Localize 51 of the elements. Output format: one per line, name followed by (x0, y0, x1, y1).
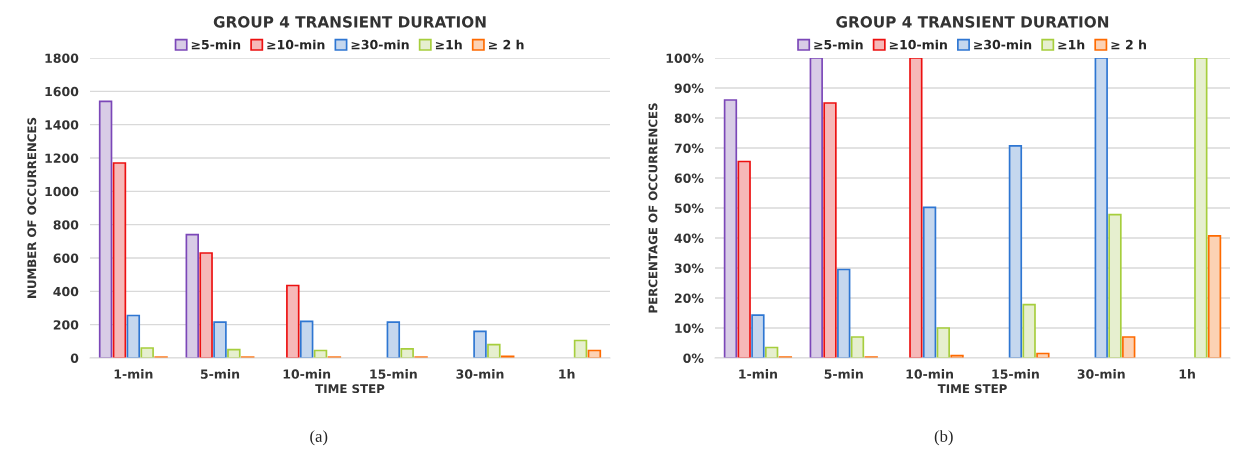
legend-label: ≥ 2 h (489, 39, 524, 50)
y-tick-label: 600 (53, 253, 79, 263)
y-tick-label: 1800 (45, 53, 79, 63)
x-tick-label: 1-min (739, 369, 777, 379)
y-tick-label: 400 (53, 286, 79, 297)
legend-label: ≥10-min (889, 39, 947, 50)
legend-label: ≥1h (435, 39, 462, 50)
y-tick-label: 0 (70, 353, 79, 363)
y-tick-label: 20% (674, 293, 704, 303)
x-tick-label: 1-min (114, 369, 153, 379)
y-tick-label: 40% (674, 233, 704, 243)
x-axis-title: TIME STEP (315, 384, 385, 394)
y-tick-label: 80% (674, 113, 704, 123)
legend-label: ≥ 2 h (1111, 39, 1146, 50)
x-tick-label: 30-min (1077, 369, 1125, 379)
y-tick-label: 70% (674, 143, 704, 153)
x-tick-label: 5-min (824, 369, 863, 379)
y-tick-label: 30% (674, 263, 704, 273)
y-tick-label: 100% (666, 53, 704, 63)
legend-label: ≥1h (1058, 39, 1085, 50)
x-tick-label: 30-min (456, 369, 504, 379)
y-tick-label: 1200 (45, 153, 79, 163)
x-tick-label: 15-min (992, 369, 1039, 379)
chart-title: GROUP 4 TRANSIENT DURATION (836, 16, 1109, 28)
legend-label: ≥30-min (351, 39, 409, 50)
y-tick-label: 1400 (45, 120, 79, 130)
text: (b) (934, 430, 953, 446)
legend-label: ≥30-min (974, 39, 1032, 50)
chart-title: GROUP 4 TRANSIENT DURATION (213, 16, 486, 28)
y-tick-label: 0% (683, 353, 704, 363)
legend-label: ≥10-min (267, 39, 325, 50)
y-tick-label: 10% (675, 323, 704, 333)
y-tick-label: 60% (674, 173, 704, 183)
legend-label: ≥5-min (814, 39, 863, 50)
y-tick-label: 90% (674, 83, 704, 93)
x-tick-label: 1h (1179, 369, 1195, 379)
x-tick-label: 5-min (200, 369, 240, 379)
x-tick-label: 10-min (283, 369, 331, 379)
y-tick-label: 800 (53, 220, 79, 230)
y-axis-title: NUMBER OF OCCURRENCES (27, 117, 37, 298)
x-axis-title: TIME STEP (937, 384, 1007, 394)
y-tick-label: 1000 (45, 186, 79, 197)
x-tick-label: 15-min (370, 369, 417, 379)
x-tick-label: 1h (559, 369, 575, 379)
y-axis-title: PERCENTAGE OF OCCURRENCES (648, 103, 658, 313)
y-tick-label: 50% (674, 203, 704, 213)
x-tick-label: 10-min (906, 369, 953, 379)
legend-label: ≥5-min (191, 39, 241, 50)
y-tick-label: 1600 (45, 86, 79, 97)
y-tick-label: 200 (53, 320, 79, 330)
text: (a) (310, 430, 328, 446)
